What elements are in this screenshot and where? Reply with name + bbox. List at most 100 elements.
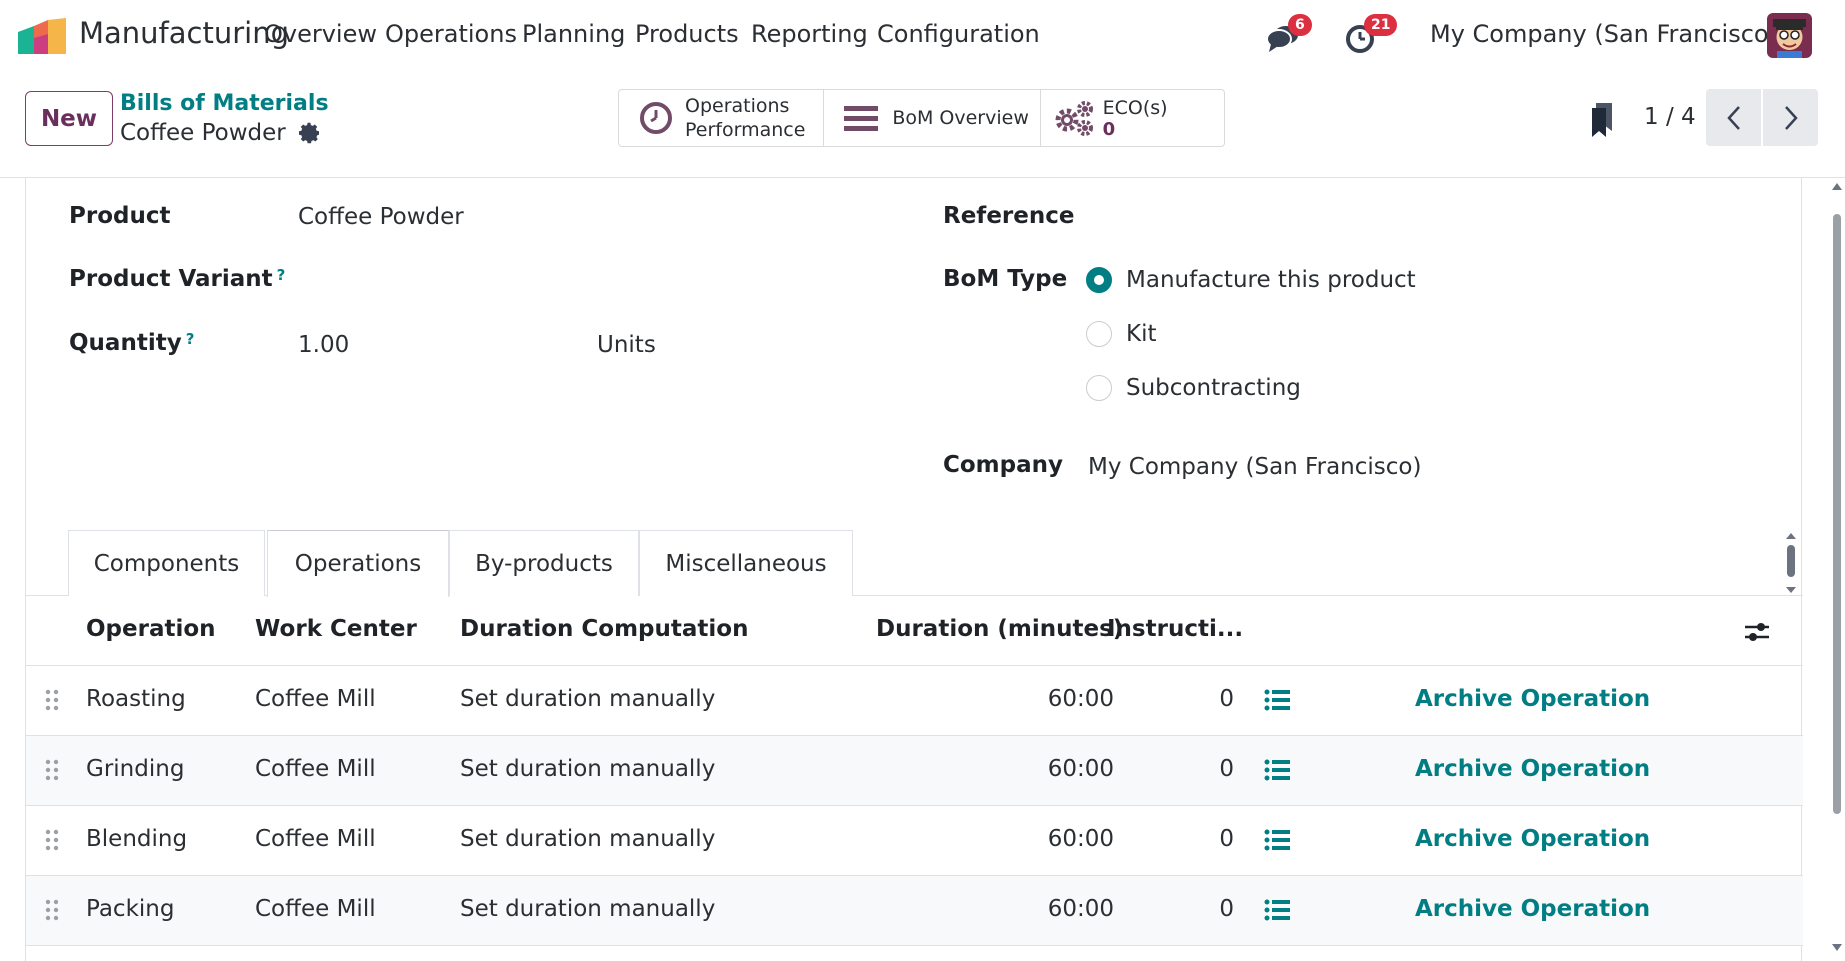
scroll-up-arrow[interactable] xyxy=(1829,180,1845,194)
archive-operation-link[interactable]: Archive Operation xyxy=(1415,826,1651,852)
page-scrollbar-thumb[interactable] xyxy=(1833,214,1841,814)
manufacturing-logo-icon[interactable] xyxy=(18,18,66,54)
tab-miscellaneous[interactable]: Miscellaneous xyxy=(639,530,853,596)
menu-configuration[interactable]: Configuration xyxy=(877,20,1040,48)
col-operation[interactable]: Operation xyxy=(86,616,216,642)
duration-computation-cell[interactable]: Set duration manually xyxy=(460,826,716,852)
help-tooltip[interactable]: ? xyxy=(185,330,195,348)
archive-operation-link[interactable]: Archive Operation xyxy=(1415,686,1651,712)
list-icon[interactable] xyxy=(1264,898,1290,922)
header-divider xyxy=(0,177,1845,178)
menu-lines-icon xyxy=(844,106,879,131)
help-tooltip[interactable]: ? xyxy=(276,266,286,284)
bom-type-kit-radio[interactable]: Kit xyxy=(1086,321,1157,347)
col-duration-minutes[interactable]: Duration (minutes) xyxy=(876,616,1124,642)
table-row[interactable]: Blending Coffee Mill Set duration manual… xyxy=(26,806,1803,876)
eco-button[interactable]: ECO(s) 0 xyxy=(1041,90,1224,146)
settings-sliders-icon[interactable] xyxy=(1743,619,1771,645)
menu-reporting[interactable]: Reporting xyxy=(751,20,868,48)
top-navbar: Manufacturing Overview Operations Planni… xyxy=(0,0,1845,72)
table-row[interactable]: Grinding Coffee Mill Set duration manual… xyxy=(26,736,1803,806)
bom-type-subcontracting-radio[interactable]: Subcontracting xyxy=(1086,375,1301,401)
operation-cell[interactable]: Blending xyxy=(86,826,188,852)
page-scrollbar[interactable] xyxy=(1829,178,1845,961)
uom-field[interactable]: Units xyxy=(597,332,656,358)
instructions-count-cell[interactable]: 0 xyxy=(1219,826,1234,852)
duration-cell[interactable]: 60:00 xyxy=(1047,686,1114,712)
duration-computation-cell[interactable]: Set duration manually xyxy=(460,756,716,782)
drag-handle-icon[interactable] xyxy=(44,828,60,852)
menu-products[interactable]: Products xyxy=(635,20,739,48)
clock-icon xyxy=(640,102,672,134)
avatar[interactable] xyxy=(1767,13,1812,58)
breadcrumb-parent[interactable]: Bills of Materials xyxy=(120,91,329,116)
duration-cell[interactable]: 60:00 xyxy=(1047,756,1114,782)
pager-next-button[interactable] xyxy=(1763,89,1818,146)
drag-handle-icon[interactable] xyxy=(44,758,60,782)
duration-computation-cell[interactable]: Set duration manually xyxy=(460,686,716,712)
operation-cell[interactable]: Roasting xyxy=(86,686,186,712)
radio-checked[interactable] xyxy=(1086,267,1112,293)
eco-count: 0 xyxy=(1102,119,1116,140)
drag-handle-icon[interactable] xyxy=(44,898,60,922)
archive-operation-link[interactable]: Archive Operation xyxy=(1415,896,1651,922)
activity-clock-icon xyxy=(1346,25,1374,53)
operation-cell[interactable]: Packing xyxy=(86,896,175,922)
product-field[interactable]: Coffee Powder xyxy=(298,204,464,230)
chevron-right-icon xyxy=(1784,105,1798,130)
activities-button[interactable]: 21 xyxy=(1345,14,1398,54)
quantity-label: Quantity? xyxy=(69,330,194,356)
duration-cell[interactable]: 60:00 xyxy=(1047,826,1114,852)
scroll-down-arrow[interactable] xyxy=(1829,940,1845,954)
list-icon[interactable] xyxy=(1264,828,1290,852)
operation-cell[interactable]: Grinding xyxy=(86,756,185,782)
pager-previous-button[interactable] xyxy=(1706,89,1761,146)
col-duration-computation[interactable]: Duration Computation xyxy=(460,616,749,642)
pager-value[interactable]: 1 / 4 xyxy=(1644,104,1696,130)
work-center-cell[interactable]: Coffee Mill xyxy=(255,686,376,712)
smart-buttons: Operations Performance BoM Overview ECO(… xyxy=(618,89,1225,147)
company-label: Company xyxy=(943,452,1063,478)
company-field[interactable]: My Company (San Francisco) xyxy=(1088,454,1422,480)
tab-operations[interactable]: Operations xyxy=(267,530,449,597)
instructions-count-cell[interactable]: 0 xyxy=(1219,686,1234,712)
work-center-cell[interactable]: Coffee Mill xyxy=(255,826,376,852)
ops-perf-label-2: Performance xyxy=(685,119,806,141)
archive-operation-link[interactable]: Archive Operation xyxy=(1415,756,1651,782)
radio-unchecked[interactable] xyxy=(1086,375,1112,401)
work-center-cell[interactable]: Coffee Mill xyxy=(255,896,376,922)
menu-overview[interactable]: Overview xyxy=(264,20,377,48)
bom-type-manufacture-radio[interactable]: Manufacture this product xyxy=(1086,267,1416,293)
radio-unchecked[interactable] xyxy=(1086,321,1112,347)
operations-performance-button[interactable]: Operations Performance xyxy=(619,90,825,146)
list-icon[interactable] xyxy=(1264,758,1290,782)
menu-operations[interactable]: Operations xyxy=(385,20,517,48)
duration-cell[interactable]: 60:00 xyxy=(1047,896,1114,922)
gear-icon[interactable] xyxy=(298,121,322,145)
tab-by-products[interactable]: By-products xyxy=(449,530,639,596)
table-row[interactable]: Packing Coffee Mill Set duration manuall… xyxy=(26,876,1803,946)
tabs-scrollbar[interactable] xyxy=(1785,533,1797,593)
instructions-count-cell[interactable]: 0 xyxy=(1219,896,1234,922)
col-instructions[interactable]: Instructi... xyxy=(1107,616,1244,642)
work-center-cell[interactable]: Coffee Mill xyxy=(255,756,376,782)
menu-planning[interactable]: Planning xyxy=(522,20,626,48)
tab-components[interactable]: Components xyxy=(68,530,265,596)
quantity-label-text: Quantity xyxy=(69,330,182,356)
bom-overview-button[interactable]: BoM Overview xyxy=(824,90,1041,146)
app-name[interactable]: Manufacturing xyxy=(79,16,289,50)
new-button[interactable]: New xyxy=(25,91,113,146)
list-icon[interactable] xyxy=(1264,688,1290,712)
instructions-count-cell[interactable]: 0 xyxy=(1219,756,1234,782)
bom-type-label: BoM Type xyxy=(943,266,1068,292)
col-work-center[interactable]: Work Center xyxy=(255,616,417,642)
messages-button[interactable]: 6 xyxy=(1266,14,1312,54)
drag-handle-icon[interactable] xyxy=(44,688,60,712)
bookmark-icon[interactable] xyxy=(1590,103,1614,137)
product-variant-label: Product Variant? xyxy=(69,266,285,292)
duration-computation-cell[interactable]: Set duration manually xyxy=(460,896,716,922)
quantity-field[interactable]: 1.00 xyxy=(298,332,350,358)
product-label: Product xyxy=(69,203,171,229)
table-row[interactable]: Roasting Coffee Mill Set duration manual… xyxy=(26,666,1803,736)
company-switcher[interactable]: My Company (San Francisco) xyxy=(1430,20,1778,48)
